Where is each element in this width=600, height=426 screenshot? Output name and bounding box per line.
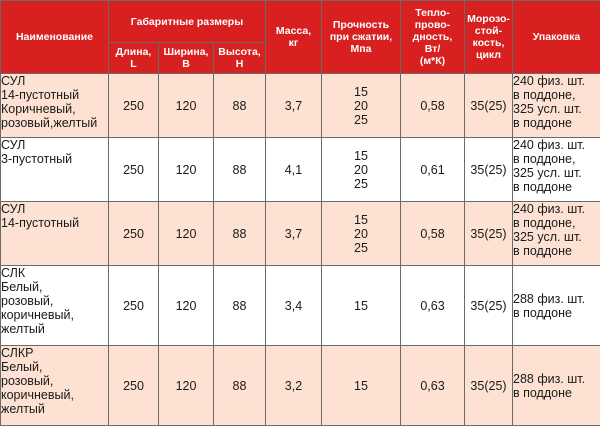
- cell-name: СУЛ 3-пустотный: [1, 138, 109, 202]
- cell-name: СУЛ 14-пустотный: [1, 202, 109, 266]
- cell-strength: 15: [322, 266, 401, 346]
- cell-packing: 288 физ. шт. в поддоне: [513, 346, 600, 426]
- cell-width: 120: [159, 266, 214, 346]
- cell-thermal: 0,61: [401, 138, 465, 202]
- cell-length: 250: [109, 138, 159, 202]
- cell-mass: 3,2: [266, 346, 322, 426]
- cell-thermal: 0,58: [401, 202, 465, 266]
- cell-frost: 35(25): [465, 266, 513, 346]
- cell-width: 120: [159, 74, 214, 138]
- header-width: Ширина, B: [159, 43, 214, 74]
- cell-mass: 3,7: [266, 202, 322, 266]
- cell-thermal: 0,58: [401, 74, 465, 138]
- cell-mass: 3,7: [266, 74, 322, 138]
- cell-packing: 240 физ. шт. в поддоне, 325 усл. шт. в п…: [513, 202, 600, 266]
- cell-frost: 35(25): [465, 74, 513, 138]
- cell-thermal: 0,63: [401, 266, 465, 346]
- cell-strength: 15: [322, 346, 401, 426]
- table-row: СУЛ 14-пустотный Коричневый, розовый,жел…: [1, 74, 600, 138]
- header-row-top: Наименование Габаритные размеры Масса, к…: [1, 1, 600, 43]
- header-height: Высота, H: [214, 43, 266, 74]
- table-row: СУЛ 14-пустотный 250 120 88 3,7 15 20 25…: [1, 202, 600, 266]
- header-frost-resistance: Морозо- стой- кость, цикл: [465, 1, 513, 74]
- header-name: Наименование: [1, 1, 109, 74]
- table-row: СЛКР Белый, розовый, коричневый, желтый …: [1, 346, 600, 426]
- header-dimensions: Габаритные размеры: [109, 1, 266, 43]
- cell-length: 250: [109, 202, 159, 266]
- cell-frost: 35(25): [465, 202, 513, 266]
- cell-frost: 35(25): [465, 138, 513, 202]
- cell-width: 120: [159, 202, 214, 266]
- cell-height: 88: [214, 138, 266, 202]
- cell-name: СЛКР Белый, розовый, коричневый, желтый: [1, 346, 109, 426]
- header-packing: Упаковка: [513, 1, 600, 74]
- cell-height: 88: [214, 202, 266, 266]
- cell-length: 250: [109, 346, 159, 426]
- cell-name: СУЛ 14-пустотный Коричневый, розовый,жел…: [1, 74, 109, 138]
- header-mass: Масса, кг: [266, 1, 322, 74]
- header-strength: Прочность при сжатии, Мпа: [322, 1, 401, 74]
- cell-strength: 15 20 25: [322, 138, 401, 202]
- cell-width: 120: [159, 346, 214, 426]
- cell-length: 250: [109, 266, 159, 346]
- cell-height: 88: [214, 346, 266, 426]
- cell-strength: 15 20 25: [322, 74, 401, 138]
- header-length: Длина, L: [109, 43, 159, 74]
- cell-mass: 4,1: [266, 138, 322, 202]
- table-row: СЛК Белый, розовый, коричневый, желтый 2…: [1, 266, 600, 346]
- cell-height: 88: [214, 266, 266, 346]
- cell-height: 88: [214, 74, 266, 138]
- cell-length: 250: [109, 74, 159, 138]
- cell-packing: 240 физ. шт. в поддоне, 325 усл. шт. в п…: [513, 138, 600, 202]
- cell-thermal: 0,63: [401, 346, 465, 426]
- cell-name: СЛК Белый, розовый, коричневый, желтый: [1, 266, 109, 346]
- cell-frost: 35(25): [465, 346, 513, 426]
- cell-strength: 15 20 25: [322, 202, 401, 266]
- header-thermal-conductivity: Тепло- прово- дность, Вт/ (м*К): [401, 1, 465, 74]
- cell-width: 120: [159, 138, 214, 202]
- table-row: СУЛ 3-пустотный 250 120 88 4,1 15 20 25 …: [1, 138, 600, 202]
- cell-packing: 288 физ. шт. в поддоне: [513, 266, 600, 346]
- cell-packing: 240 физ. шт. в поддоне, 325 усл. шт. в п…: [513, 74, 600, 138]
- cell-mass: 3,4: [266, 266, 322, 346]
